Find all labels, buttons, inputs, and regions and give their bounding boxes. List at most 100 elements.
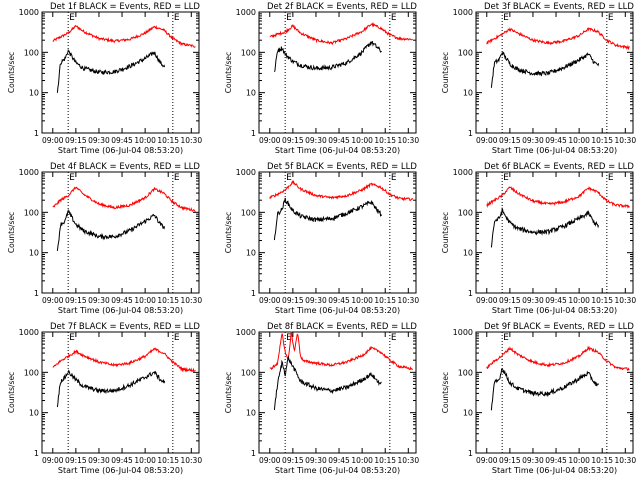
y-tick-label: 1000 — [19, 8, 39, 17]
y-tick-label: 1000 — [19, 168, 39, 177]
series-events-line — [273, 197, 383, 241]
y-tick-label: 10 — [246, 249, 256, 258]
x-tick-label: 09:30 — [88, 456, 110, 465]
chart-panel: Det 7f BLACK = Events, RED = LLD 1 10 100 10… — [7, 322, 202, 475]
x-tick-label: 09:15 — [499, 136, 521, 145]
chart-title: Det 2f BLACK = Events, RED = LLD — [267, 2, 417, 12]
chart-panel: Det 4f BLACK = Events, RED = LLD 1 10 100 10… — [7, 162, 202, 315]
y-tick-label: 100 — [458, 48, 473, 57]
y-tick-label: 1 — [34, 129, 39, 138]
y-tick-label: 1 — [468, 449, 473, 458]
x-axis-label: Start Time (06-Jul-04 08:53:20) — [492, 466, 617, 475]
y-tick-label: 1 — [34, 289, 39, 298]
x-tick-label: 09:30 — [522, 456, 544, 465]
plot-frame — [475, 331, 634, 454]
series-events-line — [56, 48, 166, 93]
x-tick-label: 10:30 — [614, 296, 636, 305]
series-events-line — [56, 369, 166, 408]
event-marker-label: E — [174, 333, 180, 343]
x-tick-label: 09:30 — [88, 136, 110, 145]
x-tick-label: 10:00 — [568, 456, 590, 465]
x-tick-label: 09:45 — [545, 136, 567, 145]
series-events-line — [273, 356, 382, 410]
y-axis-label: Counts/sec — [441, 52, 450, 93]
y-tick-label: 100 — [24, 368, 39, 377]
y-tick-label: 10 — [29, 89, 39, 98]
event-marker-label: E — [286, 173, 292, 183]
x-tick-label: 09:15 — [282, 136, 304, 145]
y-tick-label: 10 — [463, 409, 473, 418]
plot-frame — [475, 11, 634, 134]
plot-frame — [258, 171, 417, 294]
y-axis-label: Counts/sec — [441, 212, 450, 253]
plot-frame — [475, 171, 634, 294]
series-lld-line — [52, 347, 196, 373]
event-marker-label: E — [503, 13, 509, 23]
x-tick-label: 09:30 — [305, 136, 327, 145]
chart-panel: Det 1f BLACK = Events, RED = LLD 1 10 100 10… — [7, 2, 202, 155]
x-axis-label: Start Time (06-Jul-04 08:53:20) — [492, 146, 617, 155]
x-tick-label: 10:30 — [397, 456, 419, 465]
x-tick-label: 10:00 — [351, 296, 373, 305]
x-tick-label: 10:30 — [180, 296, 202, 305]
x-tick-label: 09:15 — [65, 136, 87, 145]
x-tick-label: 09:45 — [545, 296, 567, 305]
event-marker-label: E — [69, 13, 75, 23]
event-marker-label: E — [286, 333, 292, 343]
chart-title: Det 3f BLACK = Events, RED = LLD — [484, 2, 634, 12]
y-tick-label: 1 — [468, 129, 473, 138]
series-lld-line — [486, 345, 630, 371]
x-axis-label: Start Time (06-Jul-04 08:53:20) — [58, 146, 183, 155]
x-tick-label: 09:00 — [259, 456, 281, 465]
x-tick-label: 09:30 — [305, 456, 327, 465]
x-tick-label: 10:00 — [134, 136, 156, 145]
chart-panel: Det 2f BLACK = Events, RED = LLD 1 10 100 10… — [224, 2, 419, 155]
chart-title: Det 9f BLACK = Events, RED = LLD — [484, 322, 634, 332]
x-tick-label: 09:00 — [476, 296, 498, 305]
series-lld-line — [52, 24, 196, 48]
y-tick-label: 1 — [34, 449, 39, 458]
series-lld-line — [486, 27, 630, 51]
plot-frame — [41, 331, 200, 454]
series-events-line — [490, 206, 600, 248]
event-marker-label: E — [608, 13, 614, 23]
plot-frame — [41, 11, 200, 134]
chart-panel: Det 6f BLACK = Events, RED = LLD 1 10 100 10… — [441, 162, 636, 315]
y-tick-label: 10 — [29, 409, 39, 418]
x-tick-label: 09:00 — [42, 456, 64, 465]
chart-panel: Det 8f BLACK = Events, RED = LLD 1 10 100 10… — [224, 322, 419, 475]
y-tick-label: 10 — [246, 89, 256, 98]
chart-title: Det 1f BLACK = Events, RED = LLD — [50, 2, 200, 12]
y-tick-label: 10 — [246, 409, 256, 418]
x-tick-label: 09:00 — [476, 136, 498, 145]
x-tick-label: 09:15 — [65, 296, 87, 305]
x-axis-label: Start Time (06-Jul-04 08:53:20) — [275, 466, 400, 475]
x-tick-label: 09:15 — [499, 456, 521, 465]
x-tick-label: 09:15 — [282, 456, 304, 465]
event-marker-label: E — [286, 13, 292, 23]
y-tick-label: 1 — [468, 289, 473, 298]
x-tick-label: 10:15 — [374, 136, 396, 145]
y-tick-label: 1000 — [453, 168, 473, 177]
event-marker-label: E — [608, 333, 614, 343]
series-events-line — [490, 51, 600, 88]
event-marker-label: E — [391, 13, 397, 23]
chart-title: Det 4f BLACK = Events, RED = LLD — [50, 162, 200, 172]
x-tick-label: 10:00 — [568, 136, 590, 145]
x-tick-label: 09:15 — [65, 456, 87, 465]
x-axis-label: Start Time (06-Jul-04 08:53:20) — [58, 306, 183, 315]
series-lld-line — [486, 186, 630, 209]
x-tick-label: 10:30 — [180, 136, 202, 145]
y-tick-label: 10 — [463, 89, 473, 98]
x-axis-label: Start Time (06-Jul-04 08:53:20) — [275, 306, 400, 315]
x-tick-label: 09:00 — [259, 296, 281, 305]
x-axis-label: Start Time (06-Jul-04 08:53:20) — [58, 466, 183, 475]
x-tick-label: 10:00 — [351, 456, 373, 465]
x-tick-label: 09:30 — [522, 136, 544, 145]
y-tick-label: 1000 — [19, 328, 39, 337]
x-tick-label: 10:30 — [614, 456, 636, 465]
event-marker-label: E — [391, 173, 397, 183]
series-events-line — [56, 208, 166, 251]
event-marker-label: E — [503, 333, 509, 343]
